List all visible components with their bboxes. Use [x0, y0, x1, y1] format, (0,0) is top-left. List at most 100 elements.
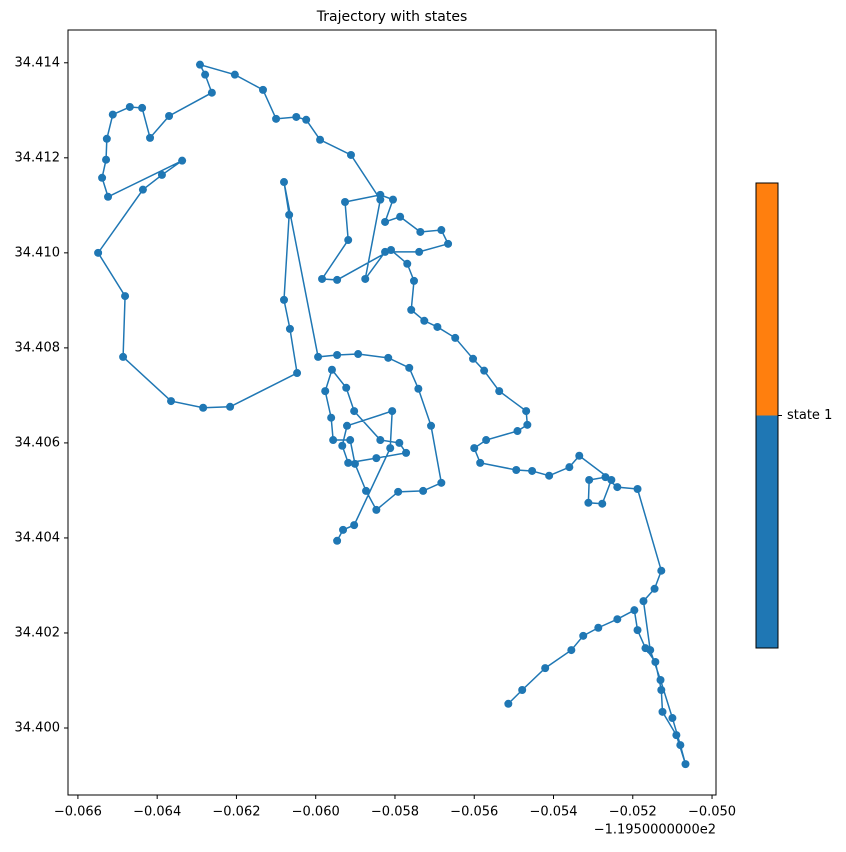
- colorbar-segment: [756, 183, 778, 416]
- point: [528, 466, 537, 475]
- point: [420, 316, 429, 325]
- point: [272, 114, 281, 123]
- point: [419, 486, 428, 495]
- x-tick-label: −0.050: [688, 805, 736, 820]
- point: [292, 112, 301, 121]
- y-tick-label: 34.402: [15, 625, 61, 640]
- point: [613, 615, 622, 624]
- point: [585, 475, 594, 484]
- point: [513, 427, 522, 436]
- point: [293, 369, 302, 378]
- point: [376, 436, 385, 445]
- point: [344, 236, 353, 245]
- point: [226, 402, 235, 411]
- point: [125, 102, 134, 111]
- point: [165, 112, 174, 121]
- point: [394, 487, 403, 496]
- point: [195, 60, 204, 69]
- point: [407, 305, 416, 314]
- point: [346, 436, 355, 445]
- point: [668, 714, 677, 723]
- point: [444, 239, 453, 248]
- point: [630, 606, 639, 615]
- chart-title: Trajectory with states: [316, 9, 468, 25]
- point: [470, 444, 479, 453]
- point: [437, 478, 446, 487]
- y-tick-label: 34.404: [15, 530, 61, 545]
- point: [343, 421, 352, 430]
- point: [646, 646, 655, 655]
- point: [388, 195, 397, 204]
- point: [346, 150, 355, 159]
- point: [512, 465, 521, 474]
- point: [350, 521, 359, 530]
- point: [329, 436, 338, 445]
- point: [676, 741, 685, 750]
- point: [584, 498, 593, 507]
- point: [451, 333, 460, 342]
- point: [102, 155, 111, 164]
- point: [650, 584, 659, 593]
- point: [376, 195, 385, 204]
- point: [565, 463, 574, 472]
- point: [681, 760, 690, 769]
- point: [339, 525, 348, 534]
- point: [658, 707, 667, 716]
- point: [414, 384, 423, 393]
- point: [523, 420, 532, 429]
- y-tick-label: 34.400: [15, 721, 61, 736]
- point: [157, 170, 166, 179]
- point: [522, 407, 531, 416]
- point: [381, 247, 390, 256]
- x-tick-label: −0.064: [133, 805, 181, 820]
- point: [541, 664, 550, 673]
- point: [344, 458, 353, 467]
- point: [314, 352, 323, 361]
- x-offset-label: −1.1950000000e2: [594, 823, 716, 838]
- point: [327, 365, 336, 374]
- point: [280, 295, 288, 304]
- point: [321, 387, 330, 396]
- point: [285, 324, 294, 333]
- x-tick-label: −0.060: [292, 805, 340, 820]
- x-tick-label: −0.062: [212, 805, 260, 820]
- point: [333, 275, 342, 284]
- point: [386, 444, 395, 453]
- point: [480, 366, 489, 375]
- point: [333, 351, 342, 360]
- point: [207, 88, 216, 97]
- point: [433, 322, 442, 331]
- point: [138, 185, 147, 194]
- point: [416, 227, 425, 236]
- point: [639, 597, 648, 606]
- point: [427, 421, 436, 430]
- x-tick-label: −0.052: [609, 805, 657, 820]
- trajectory-line: [97, 63, 687, 765]
- point: [656, 676, 665, 685]
- point: [415, 247, 424, 256]
- point: [230, 70, 239, 79]
- colorbar-label: state 1: [787, 408, 832, 423]
- point: [405, 363, 414, 372]
- point: [633, 485, 642, 493]
- point: [94, 248, 103, 257]
- point: [651, 657, 660, 666]
- point: [350, 407, 359, 416]
- colorbar-segment: [756, 415, 778, 648]
- point: [518, 685, 527, 694]
- point: [119, 352, 128, 361]
- point: [395, 438, 404, 447]
- point: [342, 383, 351, 392]
- y-tick-label: 34.414: [15, 55, 61, 70]
- point: [138, 103, 147, 112]
- point: [108, 110, 117, 119]
- point: [402, 448, 411, 457]
- point: [567, 646, 576, 655]
- y-tick-label: 34.412: [15, 150, 61, 165]
- point: [258, 85, 267, 94]
- point: [403, 259, 412, 268]
- point: [598, 499, 607, 508]
- y-tick-label: 34.408: [15, 340, 61, 355]
- point: [381, 217, 390, 226]
- point: [437, 226, 446, 235]
